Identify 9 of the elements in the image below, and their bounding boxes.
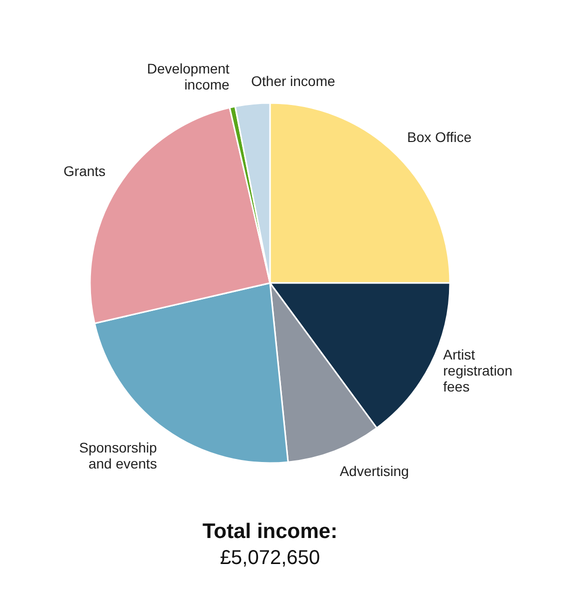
slice-label: Sponsorship and events (79, 440, 158, 472)
text: £5,072,650 (220, 547, 320, 569)
slice-label: Box Office (407, 128, 472, 145)
text: Total income: (202, 520, 338, 543)
slice-label: Other income (251, 72, 336, 89)
slice-label: Grants (64, 163, 106, 180)
slice-label: Artist registration fees (443, 346, 512, 395)
slice-label: Development income (146, 60, 230, 92)
slice-label: Advertising (340, 463, 409, 480)
